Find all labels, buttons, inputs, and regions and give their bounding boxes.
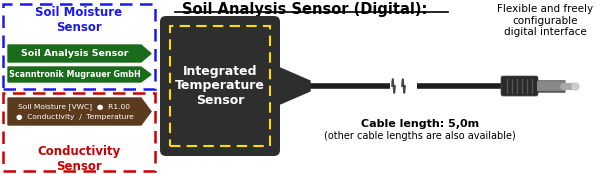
Text: ●  Conductivity  /  Temperature: ● Conductivity / Temperature — [16, 113, 133, 120]
Polygon shape — [8, 45, 151, 62]
Polygon shape — [280, 68, 310, 104]
Text: Soil Analysis Sensor (Digital):: Soil Analysis Sensor (Digital): — [182, 2, 428, 17]
Text: (other cable lengths are also available): (other cable lengths are also available) — [324, 131, 516, 141]
FancyBboxPatch shape — [160, 16, 280, 156]
Text: Soil Moisture [VWC]  ●  R1.00: Soil Moisture [VWC] ● R1.00 — [19, 103, 131, 110]
Text: Cable length: 5,0m: Cable length: 5,0m — [361, 119, 479, 129]
Polygon shape — [8, 98, 151, 125]
Text: Soil Moisture
Sensor: Soil Moisture Sensor — [35, 6, 122, 34]
Text: Flexible and freely
configurable
digital interface: Flexible and freely configurable digital… — [497, 4, 593, 37]
Text: Integrated
Temperature
Sensor: Integrated Temperature Sensor — [175, 65, 265, 108]
Bar — [3, 4, 155, 89]
Text: Scanntronik Mugrauer GmbH: Scanntronik Mugrauer GmbH — [8, 70, 140, 79]
Text: Soil Analysis Sensor: Soil Analysis Sensor — [21, 49, 128, 58]
Polygon shape — [8, 67, 151, 82]
FancyBboxPatch shape — [501, 76, 538, 96]
Bar — [170, 26, 270, 146]
Text: Conductivity
Sensor: Conductivity Sensor — [37, 145, 121, 173]
Bar — [3, 93, 155, 171]
